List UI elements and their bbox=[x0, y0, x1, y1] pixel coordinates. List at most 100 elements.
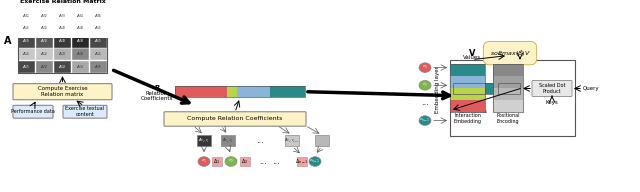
Text: $\hat{\beta}$: $\hat{\beta}$ bbox=[506, 92, 512, 104]
Bar bbox=[72, 36, 89, 48]
Text: $A_{44}$: $A_{44}$ bbox=[76, 25, 84, 32]
Text: Query: Query bbox=[582, 86, 599, 91]
Bar bbox=[453, 83, 493, 94]
Text: V: V bbox=[468, 49, 476, 58]
Text: Exercise Relation Matrix: Exercise Relation Matrix bbox=[20, 0, 106, 3]
Text: $A_{23}$: $A_{23}$ bbox=[58, 50, 67, 58]
Bar bbox=[90, 48, 107, 60]
Bar bbox=[18, 10, 35, 22]
FancyBboxPatch shape bbox=[532, 80, 572, 97]
Text: $e_{n-1}$: $e_{n-1}$ bbox=[419, 117, 431, 124]
Bar bbox=[315, 135, 329, 146]
Text: $e_{n-1}$: $e_{n-1}$ bbox=[309, 158, 321, 165]
Text: $A_{21}$: $A_{21}$ bbox=[22, 50, 31, 58]
Bar bbox=[18, 36, 35, 48]
Bar bbox=[481, 83, 493, 94]
Text: $A_{15}$: $A_{15}$ bbox=[94, 63, 102, 71]
Circle shape bbox=[419, 63, 431, 72]
Text: Coefficients: Coefficients bbox=[141, 96, 173, 101]
Bar bbox=[54, 36, 71, 48]
Text: ...: ... bbox=[421, 98, 429, 107]
FancyBboxPatch shape bbox=[164, 112, 306, 126]
Bar bbox=[453, 83, 469, 94]
FancyBboxPatch shape bbox=[13, 105, 53, 118]
Bar bbox=[450, 88, 485, 100]
Text: Embedding layer: Embedding layer bbox=[435, 66, 440, 113]
Text: Compute Relation Coefficients: Compute Relation Coefficients bbox=[188, 117, 283, 122]
Bar bbox=[18, 10, 107, 73]
Bar bbox=[221, 135, 235, 146]
Text: Positional
Encoding: Positional Encoding bbox=[496, 113, 520, 124]
Bar bbox=[450, 100, 485, 112]
Bar bbox=[469, 83, 481, 94]
Text: Relation
Coefficients: Relation Coefficients bbox=[459, 103, 488, 114]
Text: Values: Values bbox=[463, 55, 481, 60]
Text: $A_{e_0,e_2}$: $A_{e_0,e_2}$ bbox=[222, 137, 234, 145]
Bar bbox=[227, 86, 237, 97]
Text: Relation: Relation bbox=[146, 91, 168, 96]
Text: $A_{34}$: $A_{34}$ bbox=[76, 38, 84, 45]
Bar bbox=[72, 10, 89, 22]
Text: $A_{e_0,e_{n-1}}$: $A_{e_0,e_{n-1}}$ bbox=[284, 137, 300, 145]
Circle shape bbox=[419, 80, 431, 90]
Bar bbox=[18, 48, 35, 60]
Bar bbox=[36, 61, 53, 73]
Text: $A_{55}$: $A_{55}$ bbox=[94, 12, 102, 20]
Text: $softmax(\hat{\beta})V$: $softmax(\hat{\beta})V$ bbox=[490, 48, 531, 59]
Text: ...: ... bbox=[256, 136, 264, 145]
Bar bbox=[212, 157, 222, 166]
FancyBboxPatch shape bbox=[13, 84, 112, 100]
Bar bbox=[90, 10, 107, 22]
Text: $A_{24}$: $A_{24}$ bbox=[76, 50, 84, 58]
Bar bbox=[450, 60, 575, 136]
Bar bbox=[493, 88, 523, 100]
Bar bbox=[72, 48, 89, 60]
Bar bbox=[36, 23, 53, 35]
Text: $A_{12}$: $A_{12}$ bbox=[40, 63, 49, 71]
Circle shape bbox=[309, 157, 321, 166]
Bar bbox=[54, 61, 71, 73]
Bar bbox=[54, 48, 71, 60]
Text: $A_{32}$: $A_{32}$ bbox=[40, 38, 49, 45]
Bar bbox=[493, 100, 523, 112]
Text: $A_{22}$: $A_{22}$ bbox=[40, 50, 49, 58]
Bar bbox=[18, 61, 35, 73]
Circle shape bbox=[225, 157, 237, 166]
Bar bbox=[237, 86, 270, 97]
Text: $A_{31}$: $A_{31}$ bbox=[22, 38, 31, 45]
Text: $A_{11}$: $A_{11}$ bbox=[22, 63, 31, 71]
Bar bbox=[54, 23, 71, 35]
Bar bbox=[54, 10, 71, 22]
Text: $A_{33}$: $A_{33}$ bbox=[58, 38, 67, 45]
Text: $A_{35}$: $A_{35}$ bbox=[94, 38, 102, 45]
Bar bbox=[90, 36, 107, 48]
Text: A: A bbox=[4, 36, 12, 46]
Bar bbox=[450, 64, 485, 112]
Text: Compute Exercise
Relation matrix: Compute Exercise Relation matrix bbox=[38, 86, 87, 97]
FancyBboxPatch shape bbox=[63, 105, 107, 118]
Text: Scaled Dot
Product: Scaled Dot Product bbox=[539, 83, 565, 94]
Bar bbox=[197, 135, 211, 146]
Text: ...: ... bbox=[272, 157, 280, 166]
Bar bbox=[498, 83, 520, 94]
Text: $A_{13}$: $A_{13}$ bbox=[58, 63, 67, 71]
Text: Performance data: Performance data bbox=[11, 109, 55, 114]
Circle shape bbox=[419, 116, 431, 125]
Bar bbox=[36, 48, 53, 60]
Bar bbox=[450, 64, 485, 76]
Text: R: R bbox=[471, 96, 475, 101]
Text: R: R bbox=[154, 85, 160, 91]
Bar bbox=[72, 23, 89, 35]
Text: $A_{41}$: $A_{41}$ bbox=[22, 25, 31, 32]
Bar bbox=[450, 76, 485, 88]
Text: $e_2$: $e_2$ bbox=[228, 158, 234, 165]
Text: $A_{e_0,e_1}$: $A_{e_0,e_1}$ bbox=[198, 137, 210, 145]
Text: $A_{45}$: $A_{45}$ bbox=[94, 25, 102, 32]
Bar bbox=[90, 61, 107, 73]
Bar bbox=[72, 61, 89, 73]
Text: $e_2$: $e_2$ bbox=[422, 82, 428, 89]
Bar bbox=[36, 36, 53, 48]
Text: $A_{54}$: $A_{54}$ bbox=[76, 12, 84, 20]
Text: $\Delta_{n-1}$: $\Delta_{n-1}$ bbox=[295, 157, 308, 166]
Bar bbox=[90, 23, 107, 35]
